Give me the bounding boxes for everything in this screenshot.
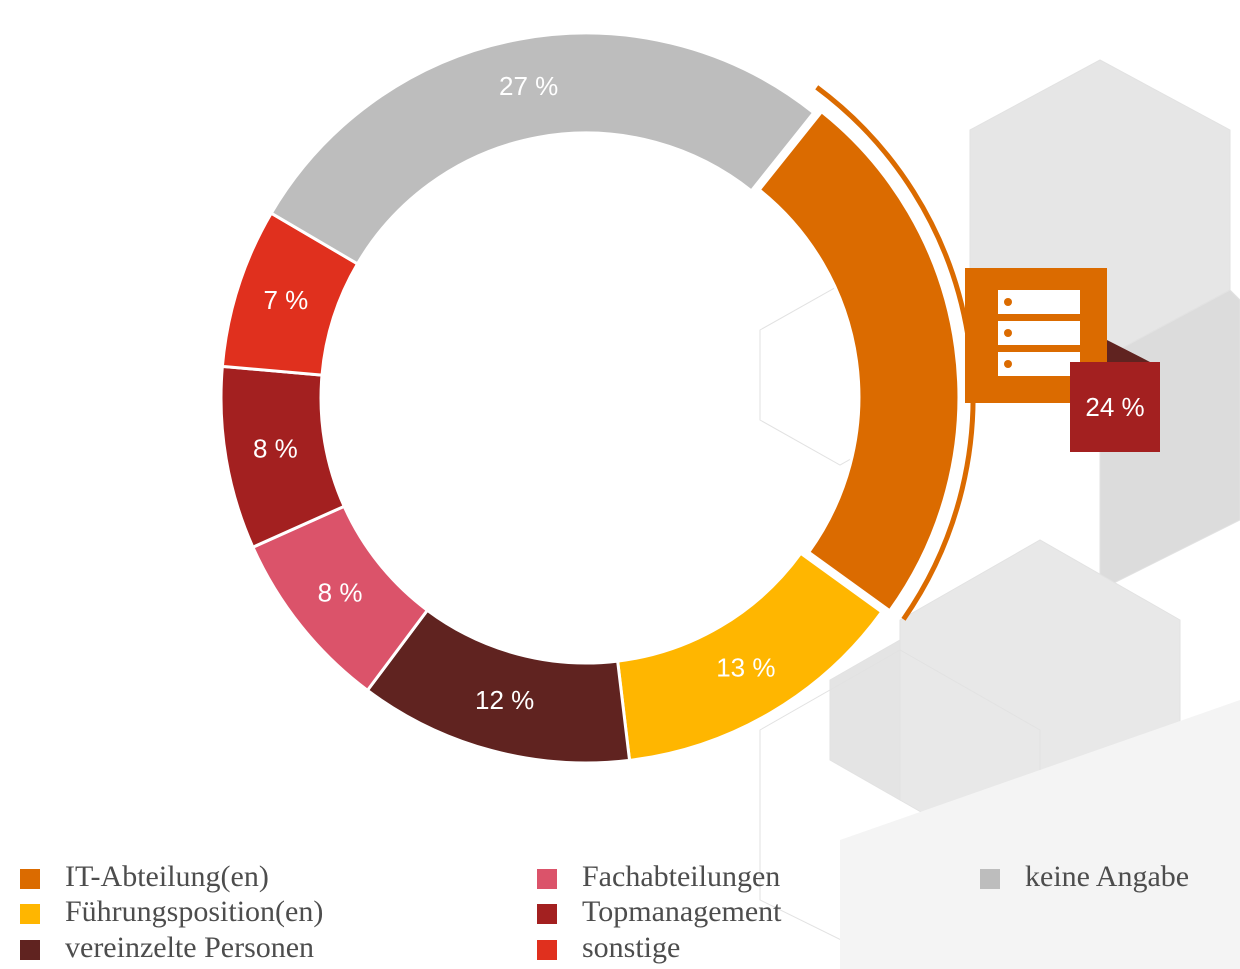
value-label: 8 % xyxy=(253,433,298,463)
legend-swatch xyxy=(537,904,557,924)
legend-swatch xyxy=(20,940,40,960)
legend-swatch xyxy=(980,869,1000,889)
value-label: 7 % xyxy=(263,285,308,315)
donut-slice xyxy=(269,31,816,266)
legend-label: vereinzelte Personen xyxy=(65,931,314,964)
callout: 24 % xyxy=(965,268,1160,452)
legend-label: sonstige xyxy=(582,931,680,964)
value-label: 24 % xyxy=(1085,392,1144,422)
legend-swatch xyxy=(537,869,557,889)
value-label: 27 % xyxy=(499,71,558,101)
legend-swatch xyxy=(20,904,40,924)
legend-label: Führungsposition(en) xyxy=(65,895,323,928)
legend-label: IT-Abteilung(en) xyxy=(65,860,269,893)
legend-label: Fachabteilungen xyxy=(582,860,780,893)
callout-label-box xyxy=(1070,362,1160,452)
legend-swatch xyxy=(537,940,557,960)
value-label: 8 % xyxy=(318,578,363,608)
value-label: 12 % xyxy=(475,685,534,715)
donut-slice xyxy=(757,109,961,613)
legend-label: keine Angabe xyxy=(1025,860,1189,893)
legend-label: Topmanagement xyxy=(582,895,782,928)
value-label: 13 % xyxy=(716,652,775,682)
legend-swatch xyxy=(20,869,40,889)
